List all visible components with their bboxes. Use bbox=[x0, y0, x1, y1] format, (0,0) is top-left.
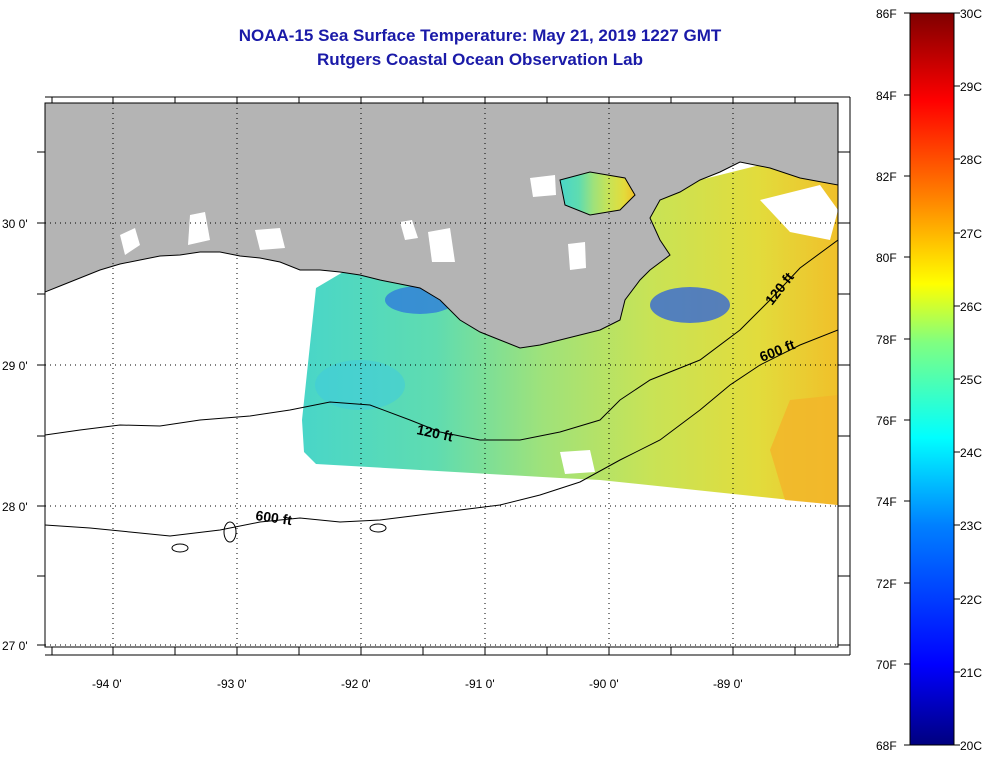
colorbar-f-label: 86F bbox=[876, 7, 897, 21]
cloud-mask bbox=[120, 228, 140, 255]
colorbar-f-label: 74F bbox=[876, 495, 897, 509]
map-title: NOAA-15 Sea Surface Temperature: May 21,… bbox=[238, 26, 722, 45]
colorbar-c-label: 23C bbox=[960, 519, 982, 533]
sst-cool-patch bbox=[315, 360, 405, 410]
contour-closed bbox=[171, 543, 189, 553]
cloud-mask bbox=[560, 450, 595, 474]
colorbar-c-label: 24C bbox=[960, 446, 982, 460]
colorbar-c-label: 27C bbox=[960, 227, 982, 241]
colorbar-c-label: 21C bbox=[960, 666, 982, 680]
contour-600ft bbox=[45, 329, 838, 537]
cloud-mask bbox=[400, 220, 418, 240]
lon-label: -89 0' bbox=[713, 677, 743, 691]
colorbar-c-label: 29C bbox=[960, 80, 982, 94]
colorbar-f-label: 76F bbox=[876, 414, 897, 428]
lat-label: 30 0' bbox=[2, 217, 28, 231]
contour-closed bbox=[369, 523, 387, 533]
cloud-mask bbox=[530, 175, 556, 197]
sst-cool-patch bbox=[650, 287, 730, 323]
sst-warm-patch bbox=[770, 395, 838, 505]
map-subtitle: Rutgers Coastal Ocean Observation Lab bbox=[317, 50, 643, 69]
cloud-mask bbox=[760, 185, 838, 240]
lon-label: -92 0' bbox=[341, 677, 371, 691]
colorbar-c-label: 25C bbox=[960, 373, 982, 387]
lon-label: -94 0' bbox=[92, 677, 122, 691]
contour-label-120ft: 120 ft bbox=[415, 421, 454, 444]
contour-label-600ft: 600 ft bbox=[255, 507, 294, 528]
land-area bbox=[45, 103, 838, 349]
colorbar-f-label: 70F bbox=[876, 658, 897, 672]
contour-closed bbox=[223, 521, 237, 543]
cloud-mask bbox=[428, 228, 455, 262]
lon-label: -91 0' bbox=[465, 677, 495, 691]
colorbar-f-label: 84F bbox=[876, 89, 897, 103]
colorbar-ticks bbox=[904, 12, 960, 746]
cloud-mask bbox=[188, 212, 210, 245]
lon-label: -90 0' bbox=[589, 677, 619, 691]
lat-label: 29 0' bbox=[2, 359, 28, 373]
contour-120ft bbox=[45, 239, 838, 441]
cloud-mask bbox=[255, 228, 285, 250]
colorbar-c-label: 20C bbox=[960, 739, 982, 753]
colorbar-c-label: 28C bbox=[960, 153, 982, 167]
colorbar-c-label: 22C bbox=[960, 593, 982, 607]
colorbar-f-label: 80F bbox=[876, 251, 897, 265]
cloud-mask bbox=[568, 242, 586, 270]
colorbar bbox=[909, 12, 955, 746]
colorbar-c-label: 26C bbox=[960, 300, 982, 314]
lat-label: 27 0' bbox=[2, 639, 28, 653]
lat-label: 28 0' bbox=[2, 500, 28, 514]
graticule bbox=[45, 103, 838, 647]
colorbar-f-label: 78F bbox=[876, 333, 897, 347]
lon-label: -93 0' bbox=[217, 677, 247, 691]
colorbar-f-label: 72F bbox=[876, 577, 897, 591]
colorbar-f-label: 68F bbox=[876, 739, 897, 753]
colorbar-f-label: 82F bbox=[876, 170, 897, 184]
axis-ticks bbox=[37, 97, 850, 655]
lake bbox=[559, 171, 636, 216]
colorbar-c-label: 30C bbox=[960, 7, 982, 21]
